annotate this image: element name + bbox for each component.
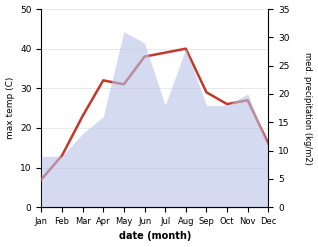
Y-axis label: med. precipitation (kg/m2): med. precipitation (kg/m2) xyxy=(303,52,313,165)
Y-axis label: max temp (C): max temp (C) xyxy=(5,77,15,139)
X-axis label: date (month): date (month) xyxy=(119,231,191,242)
